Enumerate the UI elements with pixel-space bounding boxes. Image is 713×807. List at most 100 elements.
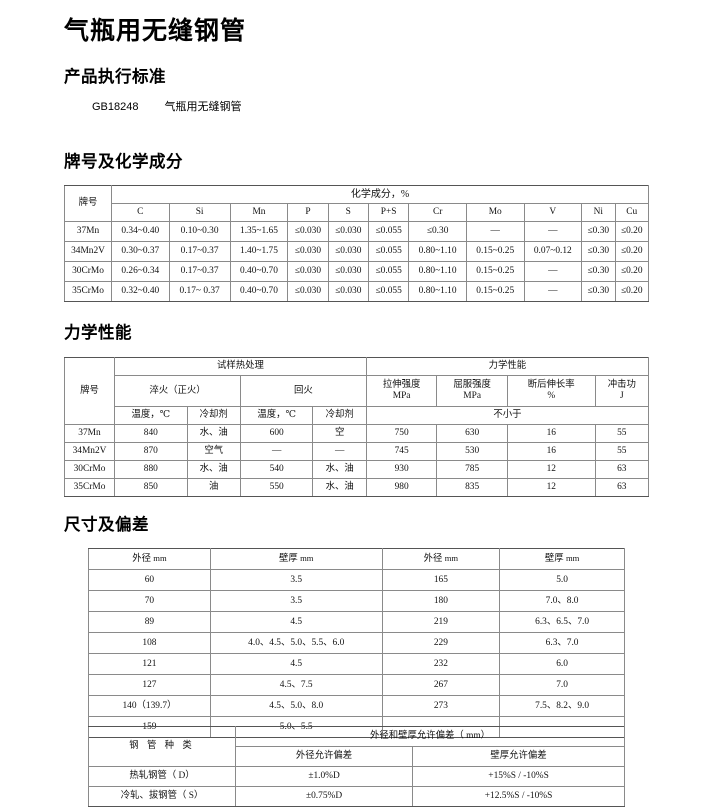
chem-cell: ≤0.20: [614, 221, 650, 242]
tol-cell-wt: +15%S / -10%S: [412, 766, 625, 787]
tol-cell-od: ±1.0%D: [234, 766, 414, 787]
dim-header-unit: mm: [300, 552, 314, 563]
dim-cell-wt-right: 5.0: [499, 569, 625, 591]
tol-cell-kind: 热轧钢管（ D）: [88, 766, 236, 787]
table-row: 冷轧、拔钢管（ S） ±0.75%D +12.5%S / -10%S: [88, 786, 625, 807]
table-row: 34Mn2V 870 空气 — — 745 530 16 55: [64, 442, 650, 461]
dim-cell-wt-left: 4.5、7.5: [209, 674, 383, 696]
chem-cell: ≤0.030: [287, 221, 329, 242]
table-row: 淬火（正火） 回火 拉伸强度 MPa 屈服强度 MPa 断后伸长率 % 冲击功 …: [65, 375, 650, 407]
mech-yield-header-line2: MPa: [463, 391, 481, 401]
mech-cell: 12: [506, 478, 596, 497]
chem-cell: ≤0.055: [367, 261, 410, 282]
dim-cell-wt-left: 3.5: [209, 590, 383, 612]
chem-cell: 0.26~0.34: [111, 261, 170, 282]
chem-col-header-v: V: [523, 203, 583, 222]
table-row: 37Mn 840 水、油 600 空 750 630 16 55: [64, 424, 650, 443]
chem-cell: —: [523, 221, 583, 242]
mech-cell: 12: [506, 460, 596, 479]
chem-cell: ≤0.20: [614, 281, 650, 302]
dim-cell-od-right: 232: [381, 653, 501, 675]
chem-cell: ≤0.030: [327, 281, 369, 302]
table-row: 钢 管 种 类 外径和壁厚允许偏差（ mm）: [88, 726, 625, 767]
mech-cell-grade: 35CrMo: [64, 478, 115, 497]
dim-header-unit: mm: [565, 552, 580, 563]
mech-not-less-than: 不小于: [365, 406, 650, 425]
table-row: 70 3.5 180 7.0、8.0: [88, 590, 625, 612]
dim-cell-wt-right: 7.5、8.2、9.0: [499, 695, 625, 717]
chem-cell: 0.32~0.40: [111, 281, 170, 302]
table-row: 140（139.7） 4.5、5.0、8.0 273 7.5、8.2、9.0: [88, 695, 625, 717]
table-row: C Si Mn P S P+S Cr Mo V Ni Cu: [65, 203, 650, 222]
mech-quench-header: 淬火（正火）: [114, 375, 241, 407]
tol-kind-header: 钢 管 种 类: [88, 726, 236, 767]
mech-cell: 930: [365, 460, 438, 479]
dim-cell-od-right: 219: [381, 611, 501, 633]
mech-tensile-header: 拉伸强度 MPa: [365, 375, 438, 407]
chem-cell: ≤0.30: [581, 281, 616, 302]
mech-tensile-header-line2: MPa: [392, 391, 411, 401]
chem-cell: 0.17~0.37: [168, 261, 231, 282]
mech-cell: 55: [594, 424, 650, 443]
dim-cell-od-left: 89: [88, 611, 211, 633]
dim-header-wt-right: 壁厚 mm: [499, 548, 625, 570]
table-row: 35CrMo 0.32~0.40 0.17~ 0.37 0.40~0.70 ≤0…: [64, 281, 650, 302]
chem-cell-grade: 37Mn: [64, 221, 112, 242]
chem-cell: ≤0.030: [287, 241, 329, 262]
chem-cell: ≤0.055: [367, 221, 410, 242]
dim-cell-wt-left: 3.5: [209, 569, 383, 591]
table-row: 30CrMo 880 水、油 540 水、油 930 785 12 63: [64, 460, 650, 479]
table-row: 牌号 试样热处理 力学性能: [64, 357, 650, 425]
tol-wt-header: 壁厚允许偏差: [412, 746, 625, 767]
chem-col-header-p: P: [287, 203, 329, 222]
mech-cell: 880: [114, 460, 188, 479]
chem-cell: 0.15~0.25: [465, 281, 525, 302]
dim-cell-wt-right: 7.0、8.0: [499, 590, 625, 612]
mech-cell: 840: [114, 424, 188, 443]
dim-cell-od-right: 229: [381, 632, 501, 654]
mech-cell-grade: 30CrMo: [64, 460, 115, 479]
mech-tensile-header-line1: 拉伸强度: [382, 380, 421, 391]
section-heading-standard: 产品执行标准: [64, 67, 166, 86]
table-row: 121 4.5 232 6.0: [88, 653, 625, 675]
mech-cell: 630: [436, 424, 508, 443]
standard-line: GB18248 气瓶用无缝钢管: [92, 98, 241, 114]
mech-cell: 980: [365, 478, 438, 497]
dim-cell-od-left: 140（139.7）: [88, 695, 211, 717]
dim-cell-od-left: 60: [88, 569, 211, 591]
dim-cell-wt-right: 7.0: [499, 674, 625, 696]
chem-cell: ≤0.20: [614, 241, 650, 262]
table-row: 温度，℃ 冷却剂 温度，℃ 冷却剂 不小于: [65, 406, 650, 425]
chem-col-header-si: Si: [168, 203, 231, 222]
chem-cell: ≤0.30: [581, 221, 616, 242]
chem-cell: —: [465, 221, 525, 242]
table-row: 127 4.5、7.5 267 7.0: [88, 674, 625, 696]
mech-cell: 550: [239, 478, 314, 497]
mech-cell: 63: [594, 478, 650, 497]
table-row: 热轧钢管（ D） ±1.0%D +15%S / -10%S: [88, 766, 625, 787]
chem-cell: ≤0.30: [581, 261, 616, 282]
mech-impact-header: 冲击功 J: [594, 375, 650, 407]
mech-subheader-quench-temp: 温度，℃: [114, 406, 188, 425]
chem-cell: ≤0.20: [614, 261, 650, 282]
mech-cell: 850: [114, 478, 188, 497]
mech-elongation-header: 断后伸长率 %: [506, 375, 596, 407]
mech-cell: 油: [186, 478, 241, 497]
dim-cell-od-left: 70: [88, 590, 211, 612]
mech-cell: 750: [365, 424, 438, 443]
chem-cell: 0.40~0.70: [229, 261, 289, 282]
dim-header-od-label: 外径: [423, 553, 443, 564]
dim-header-wt-label: 壁厚: [278, 553, 298, 564]
chem-cell: 0.80~1.10: [408, 241, 467, 262]
table-row: 89 4.5 219 6.3、6.5、7.0: [88, 611, 625, 633]
chem-cell: 0.15~0.25: [465, 261, 525, 282]
chem-cell: ≤0.30: [408, 221, 467, 242]
dim-cell-od-right: 165: [381, 569, 501, 591]
mech-subheader-temper-temp: 温度，℃: [239, 406, 314, 425]
chem-cell: 0.10~0.30: [168, 221, 231, 242]
dim-cell-wt-right: 6.0: [499, 653, 625, 675]
mech-yield-header-line1: 屈服强度: [453, 380, 491, 391]
chem-col-header-ni: Ni: [581, 203, 616, 222]
dim-cell-wt-left: 4.5、5.0、8.0: [209, 695, 383, 717]
chem-cell: 0.17~0.37: [168, 241, 231, 262]
